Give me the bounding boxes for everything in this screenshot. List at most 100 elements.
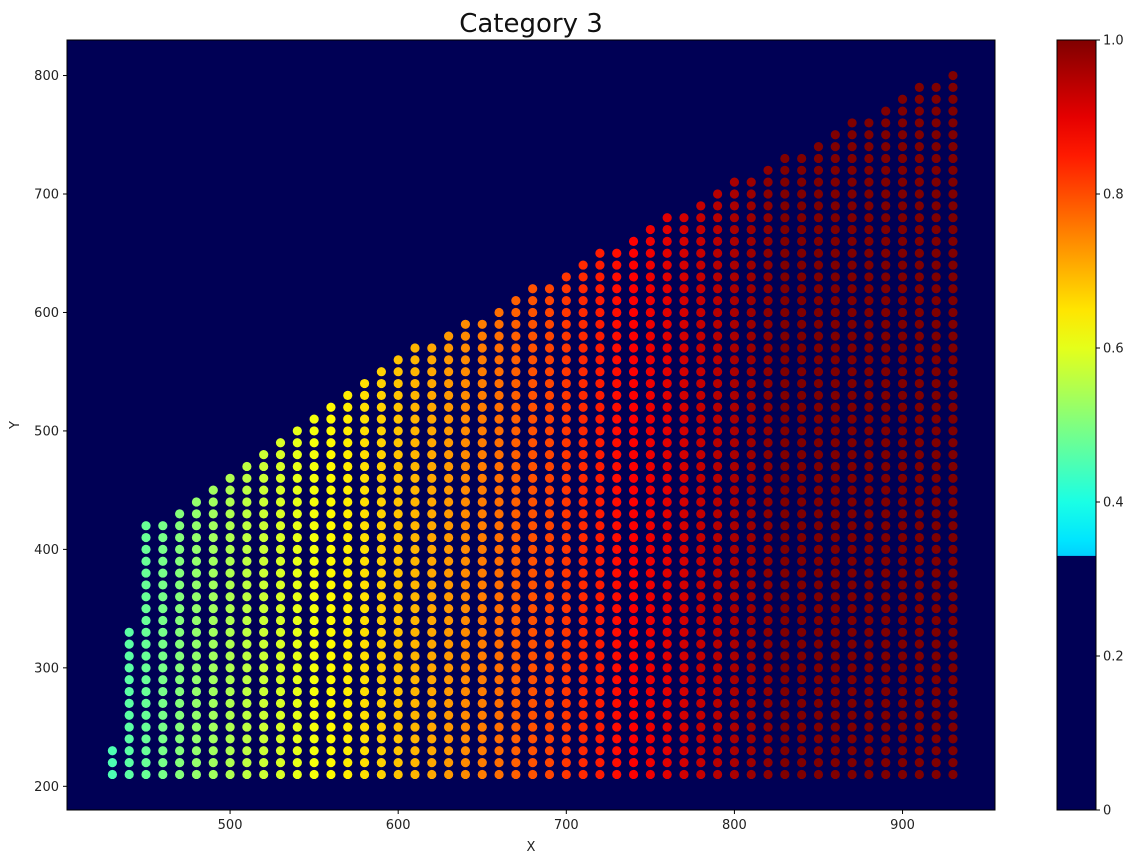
data-point <box>713 426 723 436</box>
data-point <box>326 710 336 720</box>
data-point <box>359 734 370 744</box>
data-point <box>158 758 168 768</box>
data-point <box>830 402 840 412</box>
data-point <box>175 627 185 637</box>
data-point <box>544 438 555 448</box>
data-point <box>847 213 857 223</box>
data-point <box>813 686 824 697</box>
data-point <box>225 710 235 720</box>
data-point <box>528 698 538 708</box>
data-point <box>225 521 235 531</box>
data-point <box>746 248 756 258</box>
data-point <box>259 698 269 708</box>
data-point <box>628 402 639 412</box>
data-point <box>309 544 319 554</box>
data-point <box>948 165 958 175</box>
data-point <box>679 509 689 519</box>
data-point <box>662 473 672 483</box>
data-point <box>813 497 824 507</box>
data-point <box>326 663 336 673</box>
data-point <box>847 521 857 531</box>
data-point <box>914 331 924 341</box>
data-point <box>645 544 655 554</box>
data-point <box>528 473 538 483</box>
data-point <box>612 509 622 519</box>
data-point <box>444 450 454 460</box>
data-point <box>897 580 908 590</box>
data-point <box>612 698 622 708</box>
data-point <box>679 367 689 377</box>
data-point <box>696 639 706 649</box>
data-point <box>679 307 689 318</box>
data-point <box>847 438 857 448</box>
data-point <box>830 592 840 602</box>
data-point <box>662 224 672 235</box>
data-point <box>544 722 555 732</box>
data-point <box>511 307 521 318</box>
data-point <box>595 769 605 780</box>
data-point <box>746 260 756 270</box>
data-point <box>595 284 605 294</box>
data-point <box>393 450 403 460</box>
data-point <box>897 236 908 246</box>
data-point <box>612 343 622 353</box>
data-point <box>729 651 740 661</box>
data-point <box>544 686 555 697</box>
data-point <box>494 604 504 614</box>
data-point <box>544 355 555 365</box>
data-point <box>612 438 622 448</box>
data-point <box>595 367 605 377</box>
data-point <box>763 651 773 661</box>
data-point <box>813 284 824 294</box>
data-point <box>595 580 605 590</box>
data-point <box>797 236 807 246</box>
data-point <box>948 106 958 116</box>
data-point <box>309 686 319 697</box>
data-point <box>914 426 924 436</box>
data-point <box>225 544 235 554</box>
data-point <box>729 698 740 708</box>
data-point <box>427 521 437 531</box>
data-point <box>561 355 571 365</box>
data-point <box>578 378 588 389</box>
data-point <box>410 426 420 436</box>
data-point <box>208 497 218 507</box>
data-point <box>561 402 571 412</box>
data-point <box>881 461 891 472</box>
data-point <box>477 592 487 602</box>
data-point <box>410 367 420 377</box>
data-point <box>359 746 370 756</box>
data-point <box>612 722 622 732</box>
data-point <box>359 378 370 389</box>
data-point <box>225 497 235 507</box>
data-point <box>948 284 958 294</box>
data-point <box>729 497 740 507</box>
data-point <box>326 532 336 543</box>
data-point <box>544 675 555 685</box>
data-point <box>797 663 807 673</box>
data-point <box>780 556 790 566</box>
data-point <box>511 450 521 460</box>
data-point <box>679 331 689 341</box>
data-point <box>948 509 958 519</box>
data-point <box>477 378 487 389</box>
data-point <box>544 509 555 519</box>
data-point <box>797 758 807 768</box>
data-point <box>141 686 151 697</box>
data-point <box>897 521 908 531</box>
data-point <box>645 568 655 578</box>
data-point <box>578 331 588 341</box>
data-point <box>696 414 706 424</box>
data-point <box>444 734 454 744</box>
data-point <box>275 532 286 543</box>
data-point <box>561 485 571 495</box>
data-point <box>477 675 487 685</box>
data-point <box>763 686 773 697</box>
data-point <box>914 722 924 732</box>
data-point <box>746 746 756 756</box>
data-point <box>931 521 941 531</box>
data-point <box>511 497 521 507</box>
data-point <box>847 615 857 626</box>
data-point <box>628 615 639 626</box>
data-point <box>813 663 824 673</box>
